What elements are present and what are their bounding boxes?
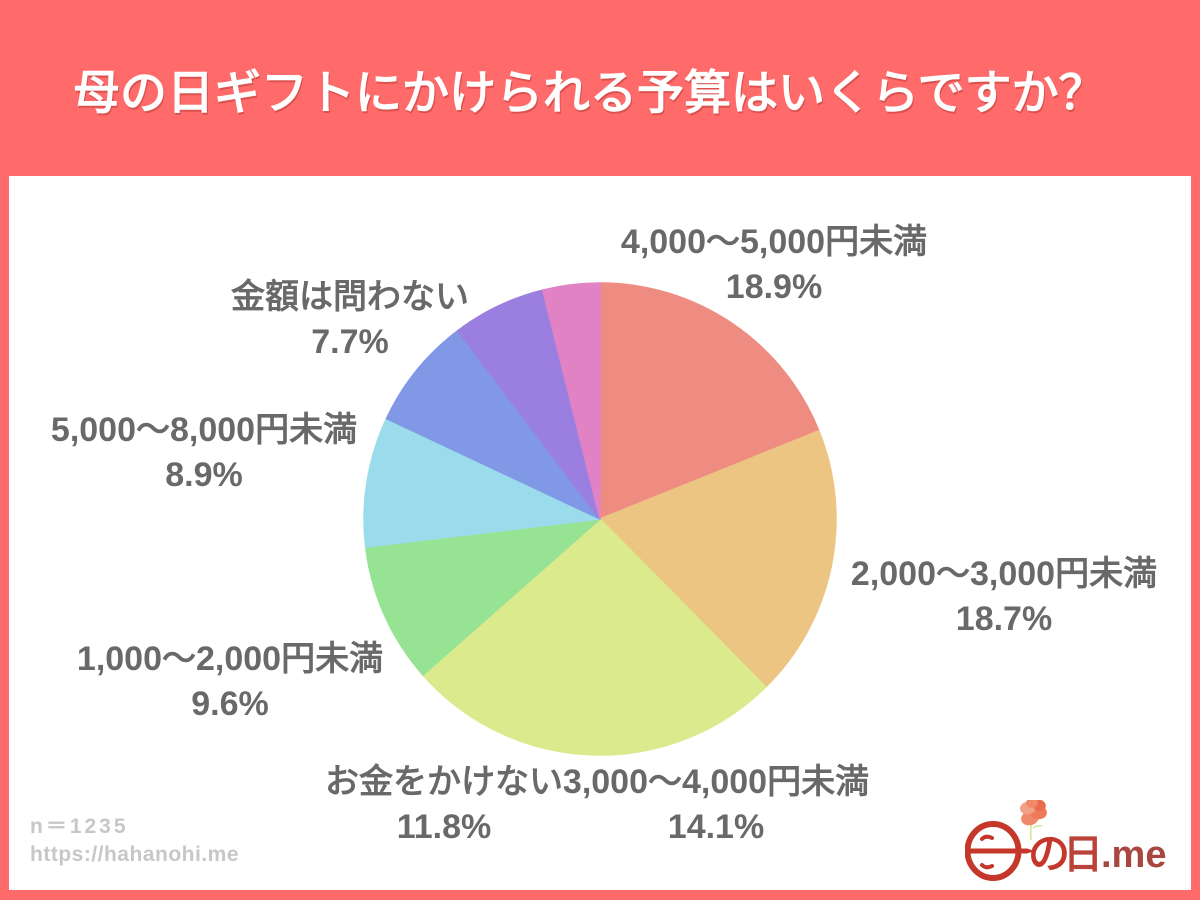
svg-text:.me: .me (1101, 834, 1166, 876)
svg-text:日: 日 (1063, 833, 1103, 877)
